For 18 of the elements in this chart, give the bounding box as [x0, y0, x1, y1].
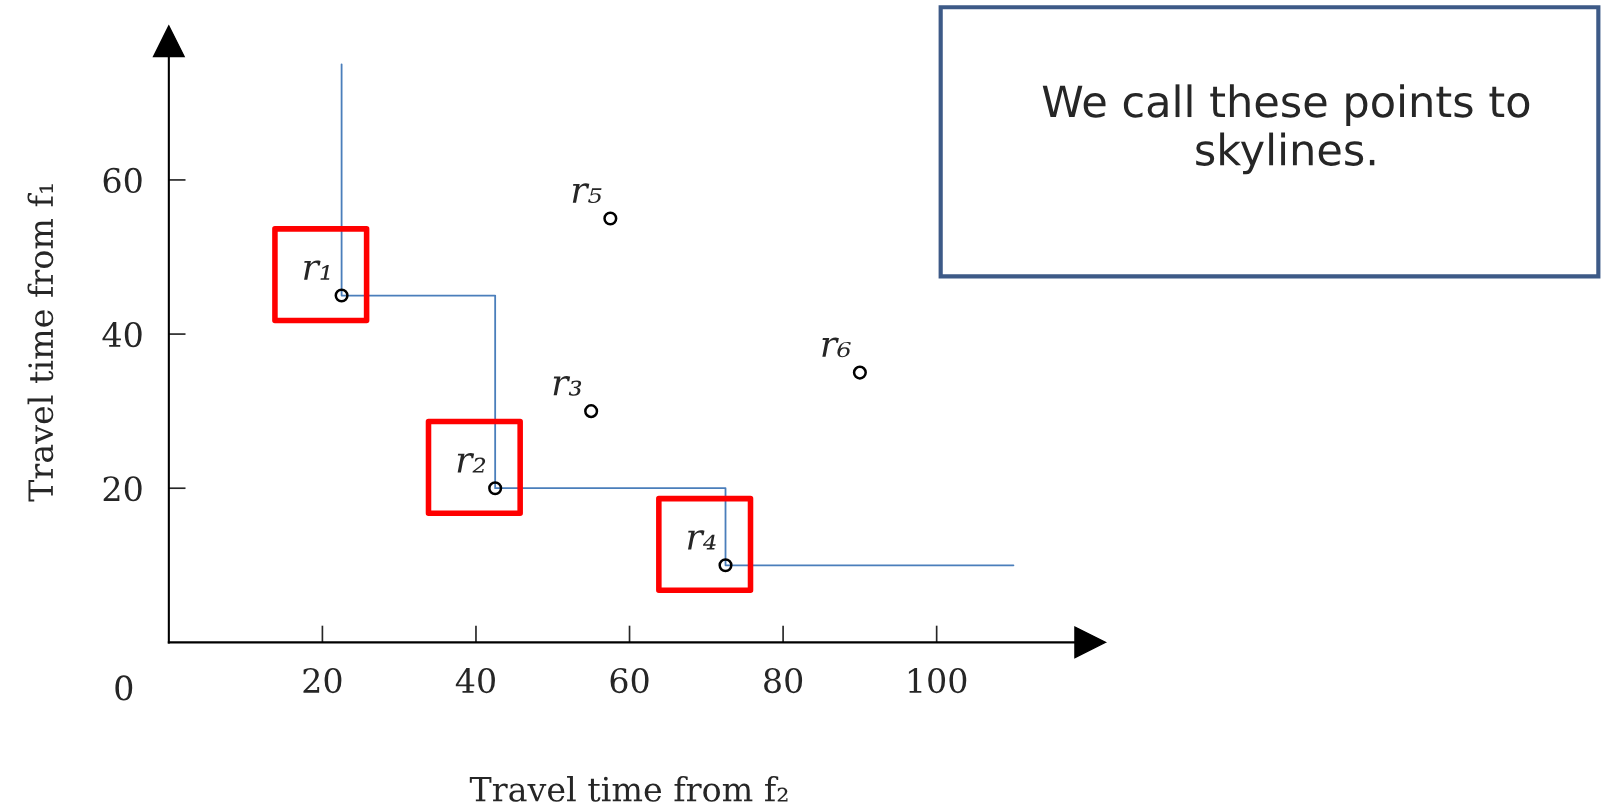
x-tick-label: 20 [303, 667, 342, 694]
annotation: r₁ [304, 260, 330, 280]
annotation: r₄ [687, 530, 716, 550]
text: 0 [115, 675, 133, 701]
annotation: We call these points to skylines. [1042, 84, 1530, 175]
x-tick-label: 80 [764, 667, 803, 694]
annotation: r₅ [572, 183, 602, 204]
x-tick-label: 40 [455, 667, 495, 694]
y-tick-label: 60 [103, 167, 142, 194]
annotation: r₂ [457, 453, 486, 473]
x-axis-title: Travel time from f₂ [469, 776, 788, 802]
y-tick-label: 40 [102, 322, 142, 348]
y-tick-label: 20 [103, 476, 142, 502]
x-tick-label: 100 [908, 667, 967, 694]
y-axis-title: Travel time from f₁ [27, 184, 54, 502]
annotation: r₃ [553, 376, 582, 396]
annotation: r₆ [822, 337, 851, 358]
x-tick-label: 60 [610, 667, 649, 694]
